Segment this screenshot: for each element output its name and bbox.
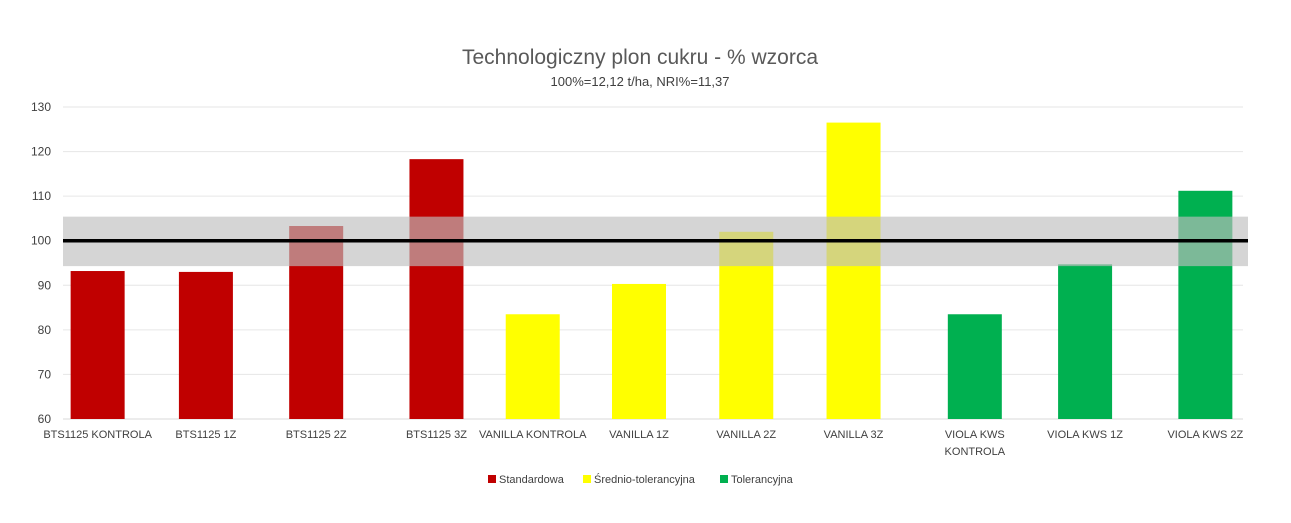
legend-swatch	[720, 475, 728, 483]
y-tick-label: 110	[32, 189, 51, 203]
x-category-label: VANILLA KONTROLA	[479, 429, 587, 441]
legend-swatch	[583, 475, 591, 483]
x-category-label: VIOLA KWS 1Z	[1047, 429, 1123, 441]
y-tick-label: 130	[31, 100, 51, 114]
x-category-label: VANILLA 2Z	[716, 429, 776, 441]
bar	[612, 283, 666, 419]
x-category-label: BTS1125 2Z	[286, 429, 347, 441]
y-tick-label: 70	[38, 367, 52, 381]
legend-label: Tolerancyjna	[731, 474, 794, 486]
x-category-label: VIOLA KWS	[945, 429, 1005, 441]
x-category-label: VANILLA 3Z	[824, 429, 884, 441]
bar	[409, 159, 464, 420]
x-category-label: VIOLA KWS 2Z	[1167, 429, 1243, 441]
legend-label: Standardowa	[499, 474, 565, 486]
legend: Standardowa Średnio-tolerancyjna Tolerancy…	[488, 473, 794, 486]
bar	[947, 314, 1002, 419]
bar	[178, 271, 233, 419]
bar	[826, 122, 881, 419]
chart-title: Technologiczny plon cukru - % wzorca	[462, 46, 818, 69]
y-tick-label: 80	[38, 323, 52, 337]
chart-subtitle: 100%=12,12 t/ha, NRI%=11,37	[551, 74, 730, 89]
x-category-label: BTS1125 KONTROLA	[43, 429, 152, 441]
bar	[1058, 264, 1113, 419]
x-category-label: KONTROLA	[945, 446, 1006, 458]
bar	[505, 314, 560, 419]
x-category-label: VANILLA 1Z	[609, 429, 669, 441]
y-tick-label: 60	[38, 412, 52, 426]
y-tick-label: 90	[38, 278, 52, 292]
x-category-label: BTS1125 1Z	[175, 429, 236, 441]
y-tick-label: 120	[31, 145, 51, 159]
y-tick-label: 100	[31, 234, 51, 248]
bars	[70, 122, 1233, 420]
legend-swatch	[488, 475, 496, 483]
bar	[70, 271, 125, 419]
legend-label: Średnio-tolerancyjna	[594, 473, 696, 486]
x-axis-categories: BTS1125 KONTROLA BTS1125 1Z BTS1125 2Z BTS1…	[43, 429, 1243, 458]
y-axis-ticks: 60 70 80 90 100 110 120 130	[31, 100, 51, 426]
x-category-label: BTS1125 3Z	[406, 429, 467, 441]
